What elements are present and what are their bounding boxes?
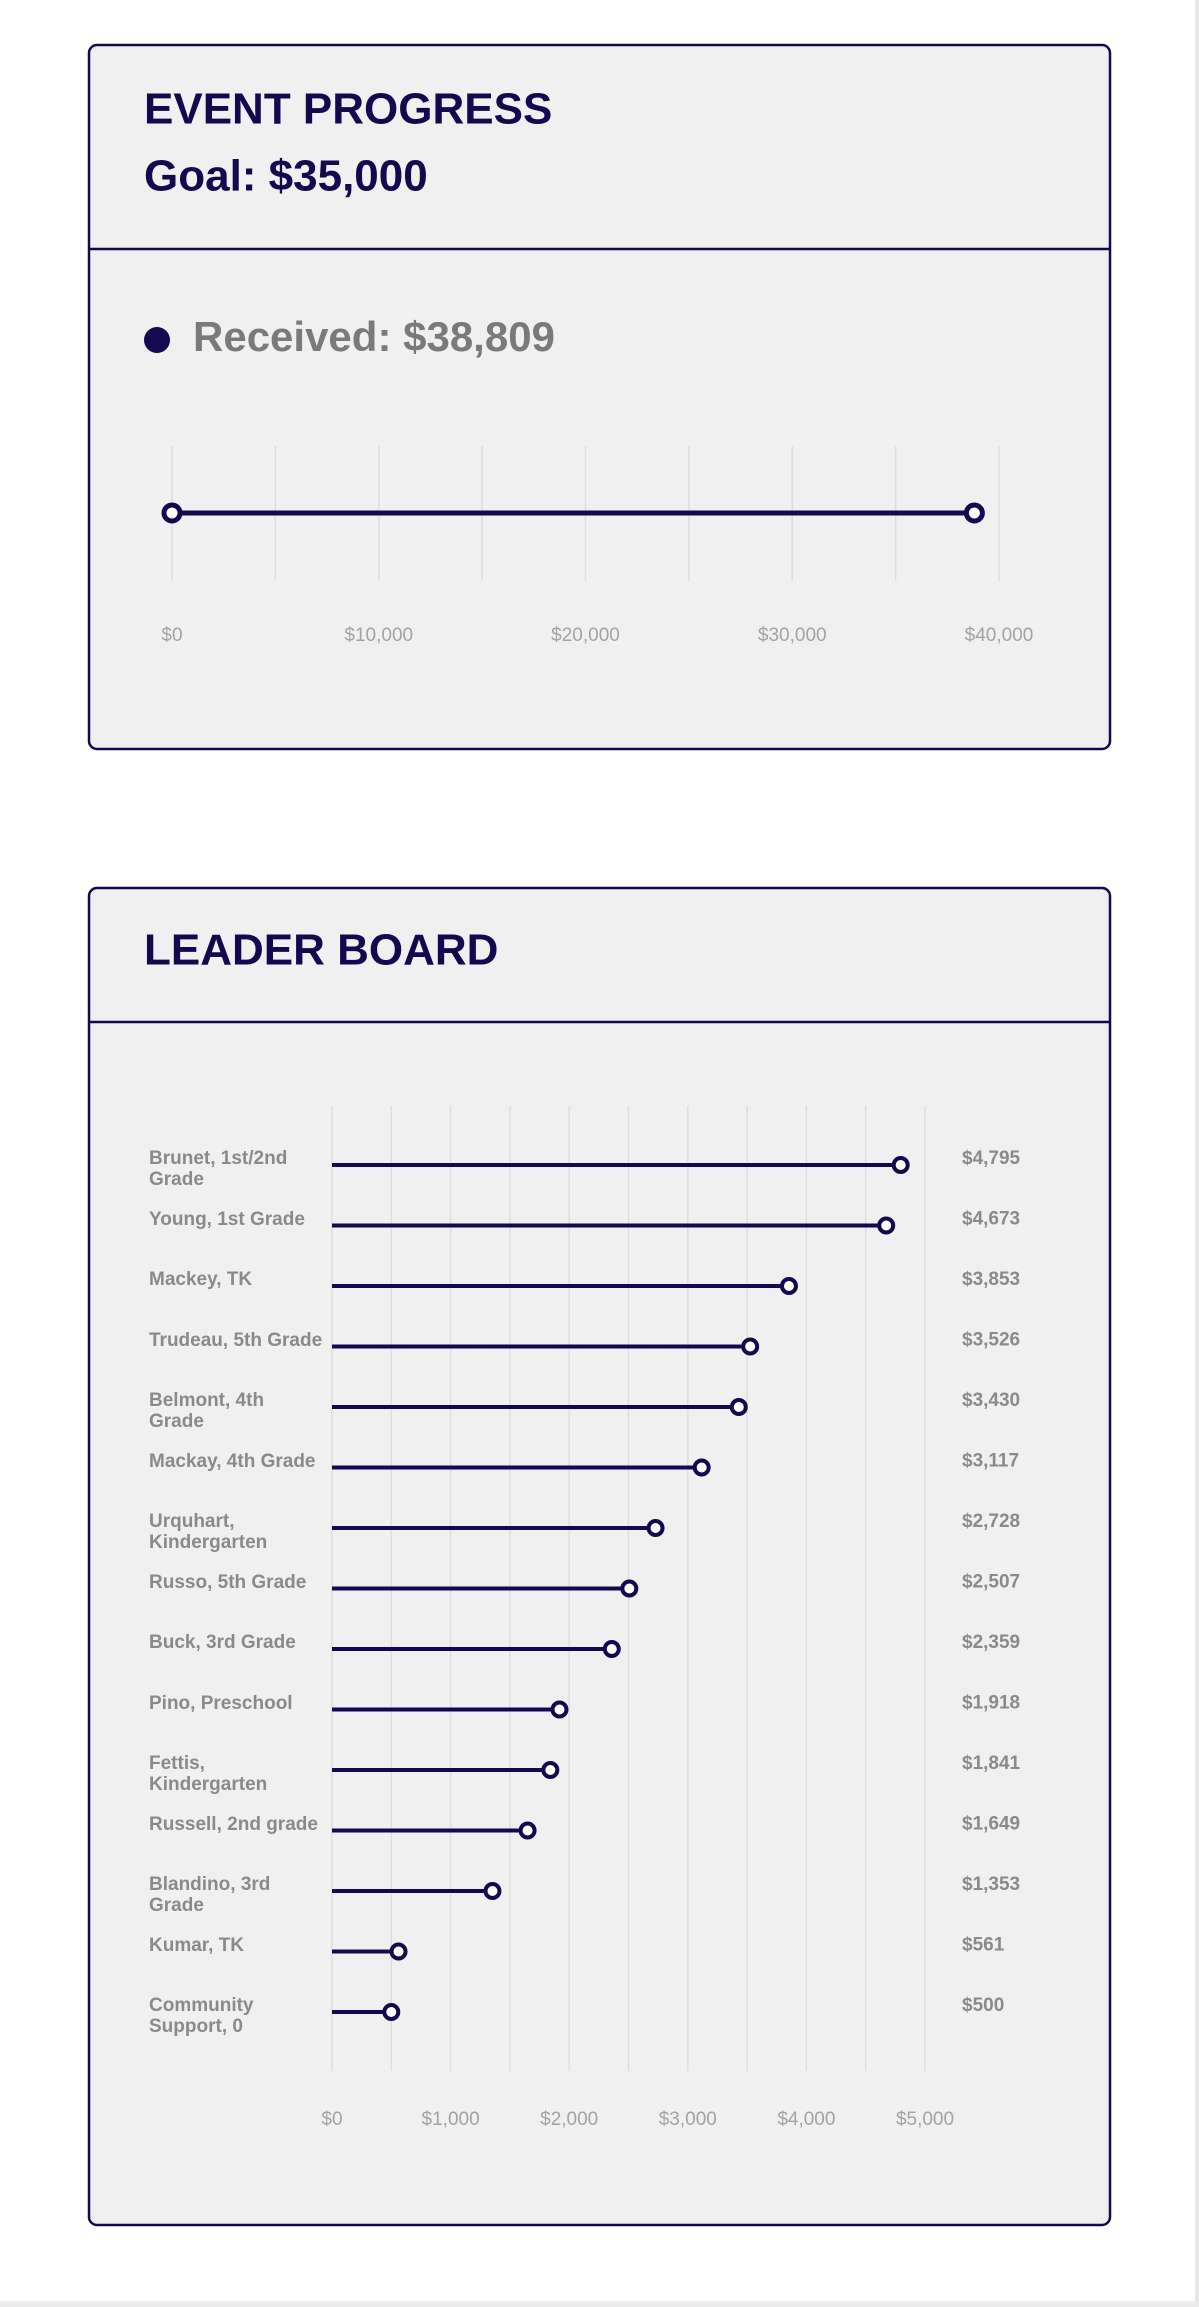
legend-label: Received: $38,809 bbox=[193, 313, 555, 360]
x-tick-label: $0 bbox=[321, 2109, 342, 2130]
footer-band bbox=[0, 2301, 1199, 2307]
category-label: Mackey, TK bbox=[149, 1269, 253, 1290]
card-title: EVENT PROGRESS bbox=[144, 85, 552, 134]
lollipop-dot bbox=[891, 1156, 910, 1174]
category-label: Kumar, TK bbox=[149, 1934, 245, 1956]
value-label: $1,649 bbox=[962, 1814, 1020, 1835]
category-label: Pino, Preschool bbox=[149, 1692, 293, 1714]
category-label: Blandino, 3rd Grade bbox=[149, 1874, 271, 1916]
x-tick-label: $10,000 bbox=[344, 625, 413, 646]
value-label: $2,359 bbox=[962, 1632, 1020, 1653]
progress-dot bbox=[963, 502, 985, 524]
value-label: $3,430 bbox=[962, 1390, 1020, 1411]
value-label: $3,853 bbox=[962, 1269, 1020, 1290]
value-label: $2,728 bbox=[962, 1511, 1020, 1532]
x-tick-label: $5,000 bbox=[896, 2109, 954, 2130]
scrollbar bbox=[1195, 0, 1199, 2307]
start-dot bbox=[161, 502, 183, 524]
value-label: $1,918 bbox=[962, 1693, 1020, 1714]
category-label: Urquhart, Kindergarten bbox=[149, 1511, 268, 1553]
x-tick-label: $0 bbox=[161, 625, 182, 646]
category-label: Mackay, 4th Grade bbox=[149, 1450, 316, 1472]
lollipop-dot bbox=[729, 1398, 748, 1416]
value-label: $3,117 bbox=[962, 1451, 1019, 1472]
value-label: $4,673 bbox=[962, 1209, 1020, 1230]
x-tick-label: $2,000 bbox=[540, 2109, 598, 2130]
category-label: Brunet, 1st/2nd Grade bbox=[149, 1148, 288, 1190]
lollipop-dot bbox=[550, 1700, 569, 1719]
goal-text: Goal: $35,000 bbox=[144, 152, 428, 201]
value-label: $1,841 bbox=[962, 1753, 1021, 1774]
x-tick-label: $1,000 bbox=[422, 2109, 480, 2130]
x-tick-label: $4,000 bbox=[777, 2109, 835, 2130]
lollipop-dot bbox=[389, 1942, 408, 1961]
lollipop-dot bbox=[483, 1882, 502, 1900]
lollipop-dot bbox=[382, 2003, 401, 2021]
x-tick-label: $3,000 bbox=[659, 2109, 717, 2130]
lollipop-dot bbox=[518, 1821, 537, 1840]
lollipop-dot bbox=[741, 1337, 760, 1356]
legend-dot bbox=[144, 327, 170, 353]
lollipop-dot bbox=[602, 1640, 621, 1658]
progress-card bbox=[87, 43, 1112, 751]
category-label: Trudeau, 5th Grade bbox=[149, 1329, 323, 1351]
category-label: Russo, 5th Grade bbox=[149, 1571, 307, 1593]
x-tick-label: $40,000 bbox=[965, 625, 1034, 646]
category-label: Belmont, 4th Grade bbox=[149, 1390, 265, 1432]
value-label: $1,353 bbox=[962, 1874, 1020, 1895]
lollipop-dot bbox=[692, 1458, 711, 1477]
lollipop-dot bbox=[646, 1519, 665, 1537]
value-label: $561 bbox=[962, 1935, 1005, 1956]
value-label: $4,795 bbox=[962, 1148, 1021, 1169]
lollipop-dot bbox=[620, 1579, 639, 1598]
value-label: $500 bbox=[962, 1995, 1004, 2016]
x-tick-label: $20,000 bbox=[551, 625, 620, 646]
value-label: $3,526 bbox=[962, 1330, 1020, 1351]
category-label: Community Support, 0 bbox=[149, 1995, 254, 2037]
card-title: LEADER BOARD bbox=[144, 926, 498, 975]
lollipop-dot bbox=[541, 1761, 560, 1779]
category-label: Buck, 3rd Grade bbox=[149, 1632, 296, 1653]
category-label: Fettis, Kindergarten bbox=[149, 1753, 268, 1795]
value-label: $2,507 bbox=[962, 1572, 1020, 1593]
lollipop-dot bbox=[779, 1277, 798, 1295]
x-tick-label: $30,000 bbox=[758, 625, 827, 646]
category-label: Young, 1st Grade bbox=[149, 1208, 305, 1230]
lollipop-dot bbox=[877, 1216, 896, 1235]
category-label: Russell, 2nd grade bbox=[149, 1813, 318, 1835]
